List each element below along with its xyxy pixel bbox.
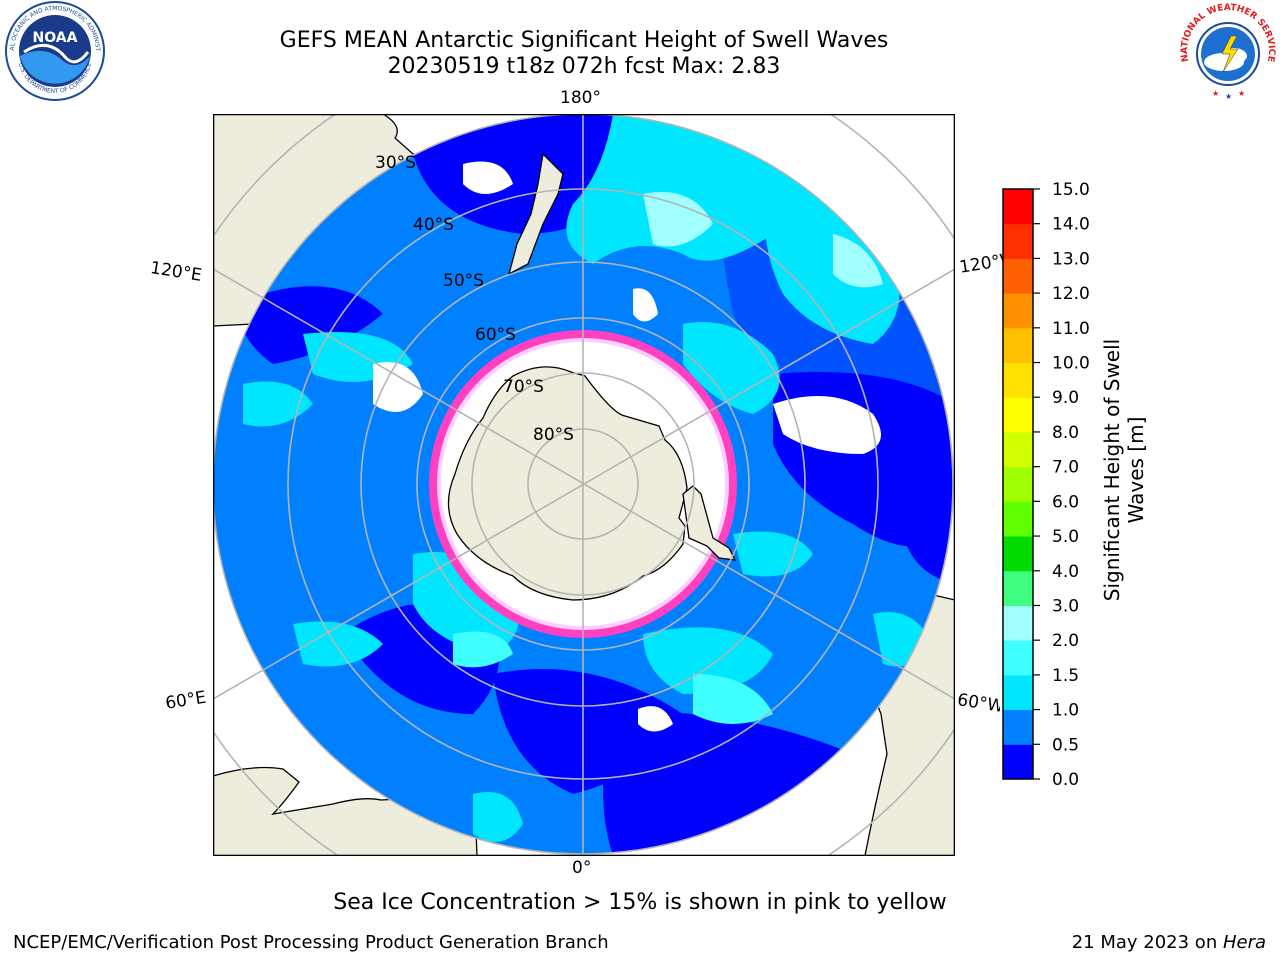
colorbar-frame bbox=[1002, 188, 1034, 780]
lon-label-180: 180° bbox=[560, 88, 601, 108]
colorbar-segment bbox=[1003, 570, 1033, 606]
lat-label-70s: 70°S bbox=[503, 377, 544, 397]
colorbar-tick-label: 8.0 bbox=[1052, 423, 1079, 443]
colorbar-segment bbox=[1003, 640, 1033, 676]
colorbar-tick-label: 11.0 bbox=[1052, 319, 1090, 339]
colorbar-ticks: 15.0 14.0 13.0 12.0 11.0 10.0 9.0 8.0 7.0 6.0 5.0 4… bbox=[1033, 180, 1090, 790]
new-zealand-land bbox=[507, 152, 564, 276]
colorbar-segment bbox=[1003, 605, 1033, 641]
svg-text:★: ★ bbox=[1212, 89, 1219, 98]
colorbar-tick-label: 15.0 bbox=[1052, 180, 1090, 200]
map-frame bbox=[213, 114, 955, 856]
colorbar-segment bbox=[1003, 709, 1033, 745]
lon-label-120e: 120°E bbox=[148, 258, 204, 286]
colorbar-tick-label: 1.0 bbox=[1052, 701, 1079, 721]
colorbar-label-line1: Significant Height of Swell bbox=[1100, 338, 1124, 602]
colorbar-tick-label: 4.0 bbox=[1052, 562, 1079, 582]
antarctic-peninsula-land bbox=[682, 485, 737, 561]
colorbar-tick-label: 1.5 bbox=[1052, 666, 1079, 686]
graticule bbox=[213, 114, 955, 856]
ocean-field bbox=[213, 114, 953, 854]
svg-text:★: ★ bbox=[1225, 92, 1232, 101]
colorbar-tick-label: 14.0 bbox=[1052, 215, 1090, 235]
colorbar-segment bbox=[1003, 466, 1033, 502]
colorbar: 15.0 14.0 13.0 12.0 11.0 10.0 9.0 8.0 7.0 6.0 5.0 4… bbox=[1002, 180, 1090, 790]
colorbar-tick-label: 5.0 bbox=[1052, 527, 1079, 547]
colorbar-tick-label: 13.0 bbox=[1052, 249, 1090, 269]
noaa-logo: NATIONAL OCEANIC AND ATMOSPHERIC ADMINIS… bbox=[4, 0, 105, 101]
lon-label-60e: 60°E bbox=[164, 687, 208, 714]
colorbar-tick-label: 7.0 bbox=[1052, 458, 1079, 478]
date-value: 21 May 2023 on bbox=[1071, 932, 1223, 953]
colorbar-segment bbox=[1003, 536, 1033, 572]
chart-subtitle: 20230519 t18z 072h fcst Max: 2.83 bbox=[387, 54, 781, 79]
colorbar-label-line2: Waves [m] bbox=[1124, 416, 1148, 524]
chart-title: GEFS MEAN Antarctic Significant Height o… bbox=[279, 28, 889, 53]
lon-label-120w: 120°W bbox=[958, 250, 1004, 278]
lat-label-30s: 30°S bbox=[375, 153, 416, 173]
colorbar-tick-label: 10.0 bbox=[1052, 354, 1090, 374]
lon-label-60w: 60°W bbox=[955, 690, 1000, 716]
credit-text: NCEP/EMC/Verification Post Processing Pr… bbox=[13, 932, 609, 953]
colorbar-segment bbox=[1003, 431, 1033, 468]
polar-map: 30°S 40°S 50°S 60°S 70°S 80°S bbox=[213, 114, 955, 856]
colorbar-segment bbox=[1003, 293, 1033, 329]
colorbar-segment bbox=[1003, 327, 1033, 364]
lat-label-80s: 80°S bbox=[533, 425, 574, 445]
colorbar-segment bbox=[1003, 189, 1033, 225]
lon-label-0: 0° bbox=[572, 858, 592, 878]
colorbar-segments bbox=[1003, 189, 1033, 780]
colorbar-segment bbox=[1003, 744, 1033, 780]
colorbar-tick-label: 0.5 bbox=[1052, 735, 1079, 755]
colorbar-tick-label: 12.0 bbox=[1052, 284, 1090, 304]
sea-ice-note: Sea Ice Concentration > 15% is shown in … bbox=[333, 890, 947, 915]
lat-label-60s: 60°S bbox=[475, 325, 516, 345]
colorbar-tick-label: 3.0 bbox=[1052, 596, 1079, 616]
colorbar-segment bbox=[1003, 397, 1033, 433]
colorbar-segment bbox=[1003, 674, 1033, 711]
colorbar-tick-label: 0.0 bbox=[1052, 770, 1079, 790]
noaa-logo-text: NOAA bbox=[33, 30, 78, 46]
nws-logo: NATIONAL WEATHER SERVICE ★ ★ ★ bbox=[1178, 2, 1278, 102]
colorbar-tick-label: 6.0 bbox=[1052, 492, 1079, 512]
colorbar-segment bbox=[1003, 258, 1033, 294]
antarctica-land bbox=[447, 366, 688, 601]
host-name: Hera bbox=[1222, 932, 1266, 953]
colorbar-tick-label: 9.0 bbox=[1052, 388, 1079, 408]
lat-label-50s: 50°S bbox=[443, 271, 484, 291]
lat-label-40s: 40°S bbox=[413, 215, 454, 235]
date-text: 21 May 2023 on Hera bbox=[1072, 932, 1266, 953]
colorbar-tick-label: 2.0 bbox=[1052, 631, 1079, 651]
svg-text:★: ★ bbox=[1238, 89, 1245, 98]
colorbar-segment bbox=[1003, 501, 1033, 537]
colorbar-segment bbox=[1003, 223, 1033, 259]
colorbar-segment bbox=[1003, 362, 1033, 398]
